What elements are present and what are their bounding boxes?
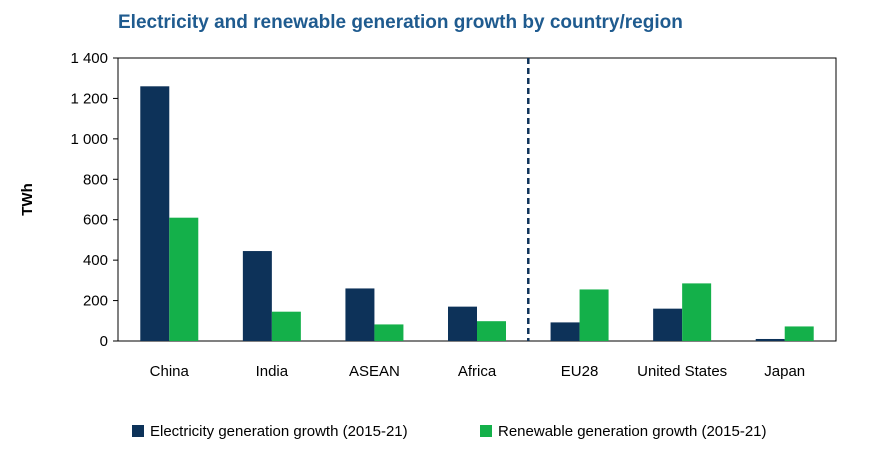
- y-tick-label: 600: [83, 212, 108, 229]
- category-label: ASEAN: [349, 363, 400, 380]
- y-tick-label: 200: [83, 293, 108, 310]
- bar-electricity: [550, 322, 580, 341]
- bar-electricity: [345, 288, 375, 341]
- bar-electricity: [140, 86, 170, 341]
- bar-electricity: [755, 338, 785, 341]
- bar-renewable: [271, 311, 301, 341]
- bar-renewable: [682, 283, 712, 341]
- category-label: EU28: [561, 363, 599, 380]
- y-tick-label: 1 000: [70, 131, 108, 148]
- category-label: Africa: [458, 363, 497, 380]
- bar-renewable: [579, 289, 609, 341]
- legend-swatch: [480, 425, 492, 437]
- legend-swatch: [132, 425, 144, 437]
- bar-electricity: [653, 308, 683, 341]
- category-label: Japan: [764, 363, 805, 380]
- category-label: China: [150, 363, 190, 380]
- legend-label: Electricity generation growth (2015-21): [150, 423, 408, 440]
- y-tick-label: 800: [83, 171, 108, 188]
- y-tick-label: 0: [100, 333, 108, 350]
- bar-electricity: [242, 251, 272, 341]
- bar-renewable: [374, 324, 404, 341]
- category-label: United States: [637, 363, 727, 380]
- y-tick-label: 1 200: [70, 90, 108, 107]
- bar-renewable: [784, 326, 814, 341]
- y-tick-label: 1 400: [70, 50, 108, 67]
- chart-title: Electricity and renewable generation gro…: [118, 12, 683, 33]
- bar-electricity: [448, 306, 477, 341]
- legend-label: Renewable generation growth (2015-21): [498, 423, 767, 440]
- category-label: India: [256, 363, 289, 380]
- plot-frame: [117, 57, 837, 342]
- bar-renewable: [477, 321, 506, 341]
- y-tick-label: 400: [83, 252, 108, 269]
- y-axis-label: TWh: [19, 183, 36, 215]
- bar-renewable: [169, 217, 199, 341]
